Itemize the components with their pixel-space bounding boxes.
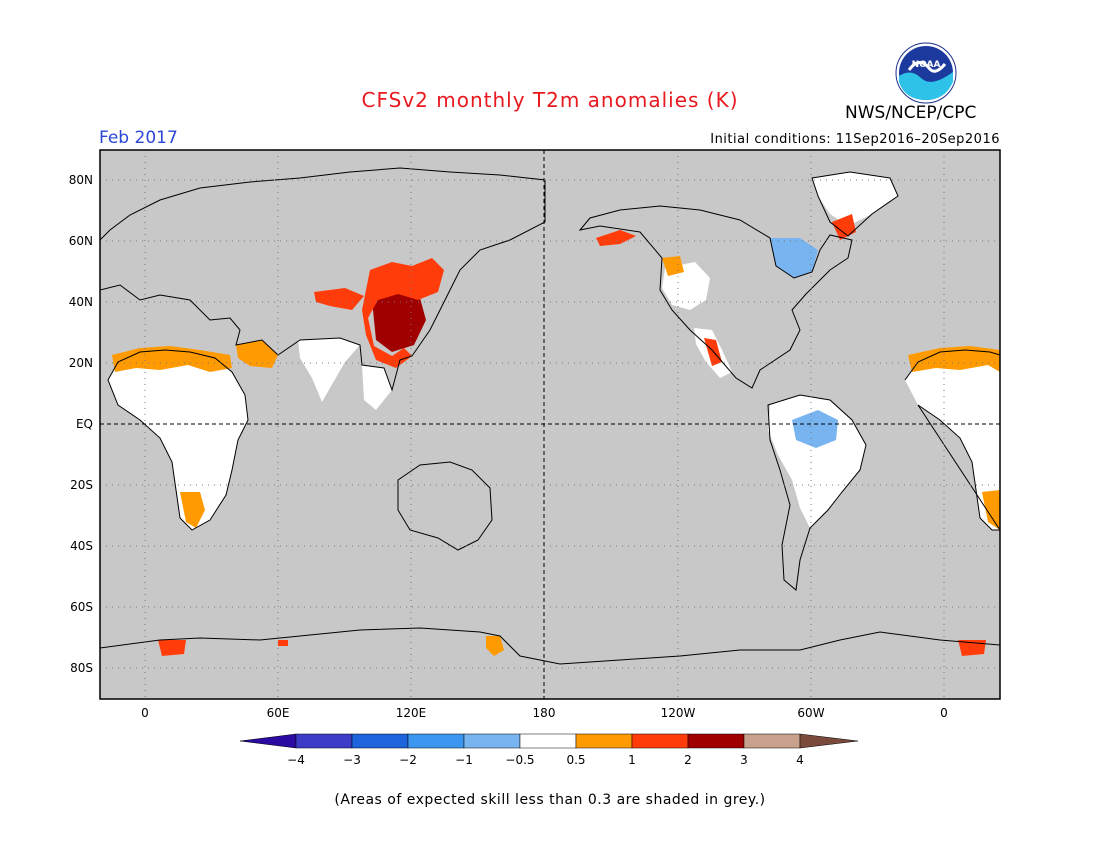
lat-label: 20S (70, 478, 93, 492)
lon-label: 120E (396, 706, 427, 720)
lat-label: 60N (69, 234, 93, 248)
coast-africa (107, 349, 249, 531)
lat-label: 40S (70, 539, 93, 553)
colorbar-box-4 (463, 733, 521, 749)
lat-label: 80N (69, 173, 93, 187)
colorbar-label: −1 (455, 753, 473, 767)
colorbar-low-arrow (239, 733, 297, 749)
alaska-red (596, 230, 636, 246)
colorbar-label: 3 (740, 753, 748, 767)
antarctica-red-2 (958, 640, 986, 656)
south-africa-orange (180, 492, 205, 528)
anomaly-field (108, 172, 1000, 656)
coast-namerica (578, 205, 853, 389)
mexico-red (704, 338, 722, 366)
lon-label: 0 (141, 706, 149, 720)
seasia-white (362, 365, 392, 410)
tibet-red (314, 288, 364, 310)
lon-label: 60W (797, 706, 824, 720)
lat-label: 20N (69, 356, 93, 370)
colorbar-label: −3 (343, 753, 361, 767)
india-white (298, 338, 360, 402)
colorbar-box-5 (519, 733, 577, 749)
coast-australia (397, 461, 493, 551)
lat-axis: 80N 60N 40N 20N EQ 20S 40S 60S 80S (69, 173, 93, 675)
coast-africa-wrap (904, 349, 1000, 531)
lon-label: 180 (533, 706, 556, 720)
coast-antarctica (100, 627, 1000, 665)
colorbar-label: 2 (684, 753, 692, 767)
coast-eurasia (100, 167, 546, 392)
china-red (362, 258, 444, 368)
colorbar-box-6 (575, 733, 633, 749)
colorbar-label: 1 (628, 753, 636, 767)
arabia-orange (236, 340, 278, 368)
canada-blue (770, 238, 818, 278)
forecast-month: Feb 2017 (99, 128, 178, 148)
colorbar-box-3 (407, 733, 465, 749)
skill-footnote: (Areas of expected skill less than 0.3 a… (334, 792, 766, 808)
lon-label: 60E (267, 706, 290, 720)
coastlines (100, 167, 1000, 665)
colorbar-labels: −4 −3 −2 −1 −0.5 0.5 1 2 3 4 (287, 753, 804, 767)
colorbar-label: −2 (399, 753, 417, 767)
china-darkred (372, 292, 426, 352)
colorbar-box-8 (687, 733, 745, 749)
colorbar-label: −4 (287, 753, 305, 767)
colorbar-label: 0.5 (566, 753, 585, 767)
south-africa-wrap-orange (982, 490, 1000, 530)
logo-text: NOAA (912, 60, 941, 70)
sahel-orange (112, 346, 232, 372)
coast-samerica (767, 394, 867, 591)
samerica-white (768, 395, 866, 528)
antarctica-orange (486, 636, 504, 656)
lon-label: 120W (661, 706, 696, 720)
africa-white (108, 350, 248, 530)
colorbar (239, 733, 859, 749)
colorbar-box-9 (743, 733, 801, 749)
colorbar-high-arrow (799, 733, 859, 749)
greenland-white (812, 172, 898, 226)
antarctica-red-3 (278, 640, 288, 646)
lat-label: EQ (76, 417, 93, 431)
colorbar-label: 4 (796, 753, 804, 767)
antarctica-red-1 (158, 640, 186, 656)
agency-label: NWS/NCEP/CPC (845, 103, 977, 123)
gridlines (100, 150, 1000, 699)
lat-label: 80S (70, 661, 93, 675)
amazon-blue (792, 410, 838, 448)
lon-label: 0 (940, 706, 948, 720)
lat-label: 40N (69, 295, 93, 309)
colorbar-box-7 (631, 733, 689, 749)
colorbar-box-2 (351, 733, 409, 749)
initial-conditions: Initial conditions: 11Sep2016–20Sep2016 (710, 132, 1000, 147)
lon-axis: 0 60E 120E 180 120W 60W 0 (141, 706, 948, 720)
chart-title: CFSv2 monthly T2m anomalies (K) (361, 88, 739, 112)
colorbar-box-1 (295, 733, 353, 749)
coast-greenland (811, 171, 899, 237)
noaa-logo: NOAA (895, 42, 957, 104)
sahel-wrap-orange (908, 346, 1000, 372)
colorbar-label: −0.5 (505, 753, 534, 767)
lat-label: 60S (70, 600, 93, 614)
map-frame (99, 149, 1001, 700)
